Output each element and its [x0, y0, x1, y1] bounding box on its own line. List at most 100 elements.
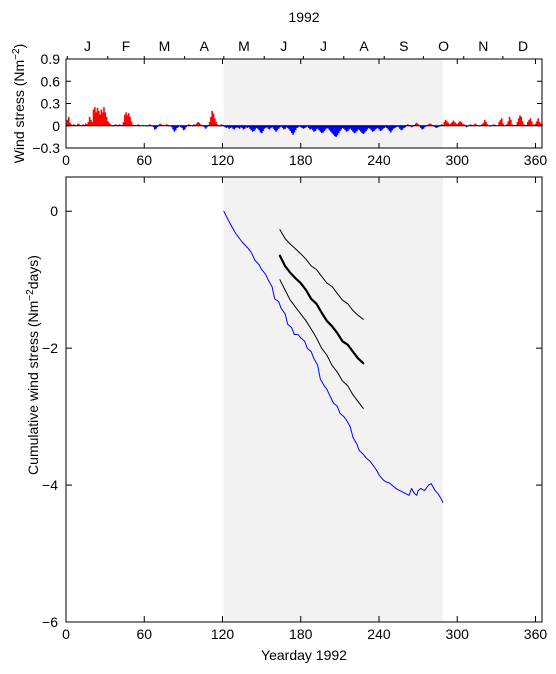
wind-stress-bar [502, 123, 504, 126]
wind-stress-bar [339, 125, 341, 131]
wind-stress-bar [224, 125, 227, 128]
wind-stress-bar [520, 116, 523, 126]
wind-stress-bar [137, 124, 139, 126]
wind-stress-bar [290, 125, 293, 134]
wind-stress-bar [96, 107, 99, 126]
wind-stress-bar [260, 125, 263, 134]
wind-stress-bar [508, 116, 511, 126]
wind-stress-bar [304, 125, 306, 128]
wind-stress-bar [493, 124, 495, 126]
wind-stress-bar [465, 125, 468, 128]
wind-stress-bar [506, 124, 508, 126]
wind-stress-bar [340, 125, 343, 130]
wind-stress-bar [434, 125, 437, 128]
x-tick-label: 0 [62, 626, 70, 642]
wind-stress-bar [289, 125, 292, 131]
x-tick-label: 240 [367, 152, 391, 168]
wind-stress-bar [532, 124, 534, 126]
wind-stress-bar [421, 125, 423, 130]
month-label: O [438, 38, 449, 54]
wind-stress-bar [498, 122, 500, 126]
wind-stress-bar [404, 125, 407, 128]
wind-stress-bar [319, 125, 322, 132]
wind-stress-bar [266, 125, 268, 128]
x-tick-label: 0 [62, 152, 70, 168]
wind-stress-bar [78, 124, 80, 126]
wind-stress-bar [214, 118, 216, 126]
wind-stress-bar [90, 119, 92, 126]
wind-stress-bar [172, 125, 174, 130]
month-label: M [238, 38, 250, 54]
x-tick-label: 300 [446, 152, 470, 168]
wind-stress-bar [386, 125, 388, 128]
y-tick-label: 0.3 [41, 96, 61, 112]
wind-stress-bar [534, 123, 537, 126]
wind-stress-bar [271, 125, 274, 128]
wind-stress-bar [327, 125, 330, 129]
wind-stress-bar [160, 124, 163, 126]
estimate-line [279, 229, 364, 320]
wind-stress-bar [330, 125, 332, 132]
estimate-line [279, 279, 364, 409]
wind-stress-bar [414, 123, 417, 126]
wind-stress-bar [387, 125, 390, 130]
wind-stress-bar [324, 125, 327, 130]
wind-stress-bar [284, 125, 287, 129]
wind-stress-bar [510, 119, 512, 126]
wind-stress-bar [422, 125, 425, 129]
wind-stress-bar [328, 125, 331, 131]
wind-stress-bar [350, 125, 353, 131]
wind-stress-bar [184, 125, 186, 130]
wind-stress-bar [540, 123, 542, 126]
wind-stress-bar [443, 122, 446, 126]
wind-stress-bar [246, 125, 249, 128]
wind-stress-bar [451, 122, 453, 126]
wind-stress-bar [357, 125, 360, 130]
month-label: D [518, 38, 528, 54]
wind-stress-bar [369, 125, 371, 129]
wind-stress-bar [204, 125, 207, 129]
wind-stress-bar [288, 125, 290, 130]
wind-stress-bar [446, 121, 448, 126]
wind-stress-bar [251, 125, 254, 132]
wind-stress-bar [459, 121, 461, 126]
wind-stress-bar [382, 125, 384, 129]
wind-stress-bar [370, 125, 373, 131]
wind-stress-bar [225, 125, 228, 128]
month-label: A [359, 38, 369, 54]
wind-stress-bar [456, 124, 459, 126]
wind-stress-bar [360, 125, 362, 132]
month-label: A [200, 38, 210, 54]
wind-stress-bar [241, 125, 244, 128]
wind-stress-bar [305, 125, 307, 128]
wind-stress-bar [101, 112, 104, 126]
wind-stress-bar [108, 122, 110, 126]
wind-stress-bar [127, 113, 130, 126]
wind-stress-bar [400, 125, 403, 131]
wind-stress-bar [264, 125, 267, 128]
x-tick-label: 180 [289, 626, 313, 642]
wind-stress-bar [250, 125, 253, 131]
x-tick-label: 240 [367, 626, 391, 642]
wind-stress-bar [519, 115, 521, 126]
wind-stress-bar [215, 122, 217, 126]
wind-stress-bar [155, 125, 157, 129]
wind-stress-bar [229, 125, 232, 128]
wind-stress-bar [511, 124, 513, 126]
wind-stress-bar [109, 124, 112, 126]
wind-stress-bar [523, 124, 525, 126]
wind-stress-bar [197, 122, 199, 126]
wind-stress-bar [238, 125, 241, 129]
wind-stress-bar [347, 125, 349, 131]
wind-stress-bar [429, 123, 431, 126]
wind-stress-bar [154, 125, 156, 130]
wind-stress-bar [173, 125, 176, 132]
wind-stress-bar [417, 124, 420, 126]
wind-stress-bar [384, 125, 387, 128]
wind-stress-bar [95, 112, 97, 126]
month-label: F [122, 38, 131, 54]
wind-stress-bar [392, 125, 395, 129]
wind-stress-bar [455, 123, 457, 126]
wind-stress-bar [212, 113, 215, 126]
